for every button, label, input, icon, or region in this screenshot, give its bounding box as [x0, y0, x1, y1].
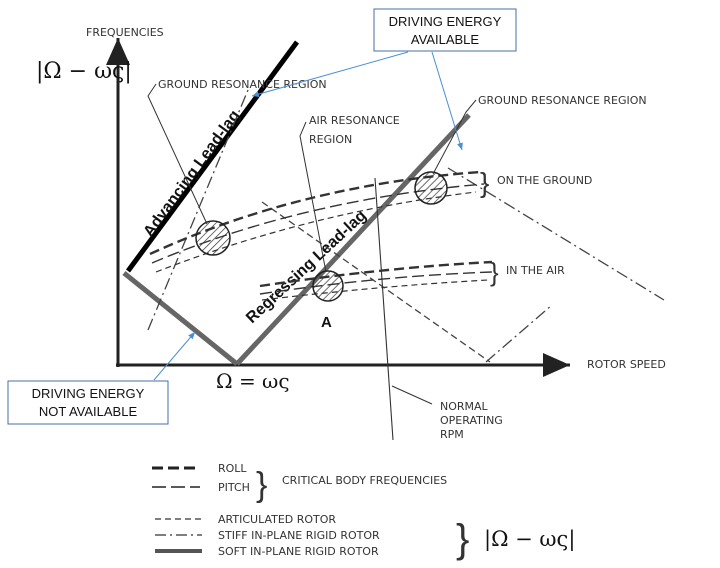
callout-energy-available: DRIVING ENERGY AVAILABLE — [373, 8, 517, 52]
legend-soft-label: SOFT IN-PLANE RIGID ROTOR — [218, 545, 379, 558]
callout-not-available-line2: NOT AVAILABLE — [39, 404, 138, 419]
legend-brace-critical: } — [256, 466, 267, 504]
normal-rpm-line3: RPM — [440, 428, 464, 441]
brace-on-ground: } — [480, 167, 489, 198]
normal-rpm-line2: OPERATING — [440, 414, 503, 427]
legend-articulated-label: ARTICULATED ROTOR — [218, 513, 336, 526]
normal-rpm-line1: NORMAL — [440, 400, 489, 413]
callout-available-line1: DRIVING ENERGY — [389, 14, 502, 29]
legend-critical-label: CRITICAL BODY FREQUENCIES — [282, 474, 447, 487]
callout-not-available-line1: DRIVING ENERGY — [32, 386, 145, 401]
advancing-lead-lag-line — [125, 40, 300, 273]
callout-energy-not-available: DRIVING ENERGY NOT AVAILABLE — [7, 380, 169, 425]
y-axis-title: FREQUENCIES — [86, 26, 164, 39]
arrow-to-v-left — [153, 331, 196, 381]
normal-rpm-leader — [391, 385, 433, 405]
body-frequency-air-band — [259, 260, 493, 301]
callout-available-line2: AVAILABLE — [411, 32, 479, 47]
ground-right-leader — [432, 99, 477, 175]
ground-right-region-label: GROUND RESONANCE REGION — [478, 94, 647, 107]
ground-left-leader — [147, 83, 208, 225]
articulated-rotor-line — [261, 201, 491, 363]
on-ground-label: ON THE GROUND — [497, 174, 592, 187]
resonance-circle-ground-right — [414, 171, 448, 205]
resonance-circle-air — [312, 270, 344, 302]
x-axis-formula: Ω = ως — [216, 369, 290, 393]
air-region-label-2: REGION — [309, 133, 352, 146]
axes — [106, 38, 570, 377]
arrow-to-advancing — [251, 51, 409, 97]
in-air-label: IN THE AIR — [506, 264, 565, 277]
y-axis-formula: |Ω − ως| — [36, 59, 132, 84]
ground-left-region-label: GROUND RESONANCE REGION — [158, 78, 327, 91]
resonance-circle-ground-left — [195, 220, 231, 256]
legend-brace-rotor: } — [456, 517, 469, 561]
brace-in-air: } — [490, 257, 499, 287]
point-a-label: A — [321, 314, 332, 331]
legend: ROLL PITCH } CRITICAL BODY FREQUENCIES A… — [152, 462, 575, 561]
arrow-to-regressing — [431, 51, 463, 151]
air-region-label-1: AIR RESONANCE — [309, 114, 400, 127]
normal-rpm-line — [374, 177, 394, 441]
legend-formula: |Ω − ως| — [484, 527, 575, 552]
legend-roll-label: ROLL — [218, 462, 247, 475]
stiff-rotor-lines — [147, 89, 665, 363]
advancing-label: Advancing Lead-lag — [140, 107, 243, 240]
lead-lag-v-curve — [122, 113, 471, 366]
air-region-leader — [299, 121, 327, 273]
legend-pitch-label: PITCH — [218, 481, 250, 494]
regressing-label: Regressing Lead-lag — [243, 207, 370, 327]
x-axis-title: ROTOR SPEED — [587, 358, 666, 371]
legend-stiff-label: STIFF IN-PLANE RIGID ROTOR — [218, 529, 380, 542]
